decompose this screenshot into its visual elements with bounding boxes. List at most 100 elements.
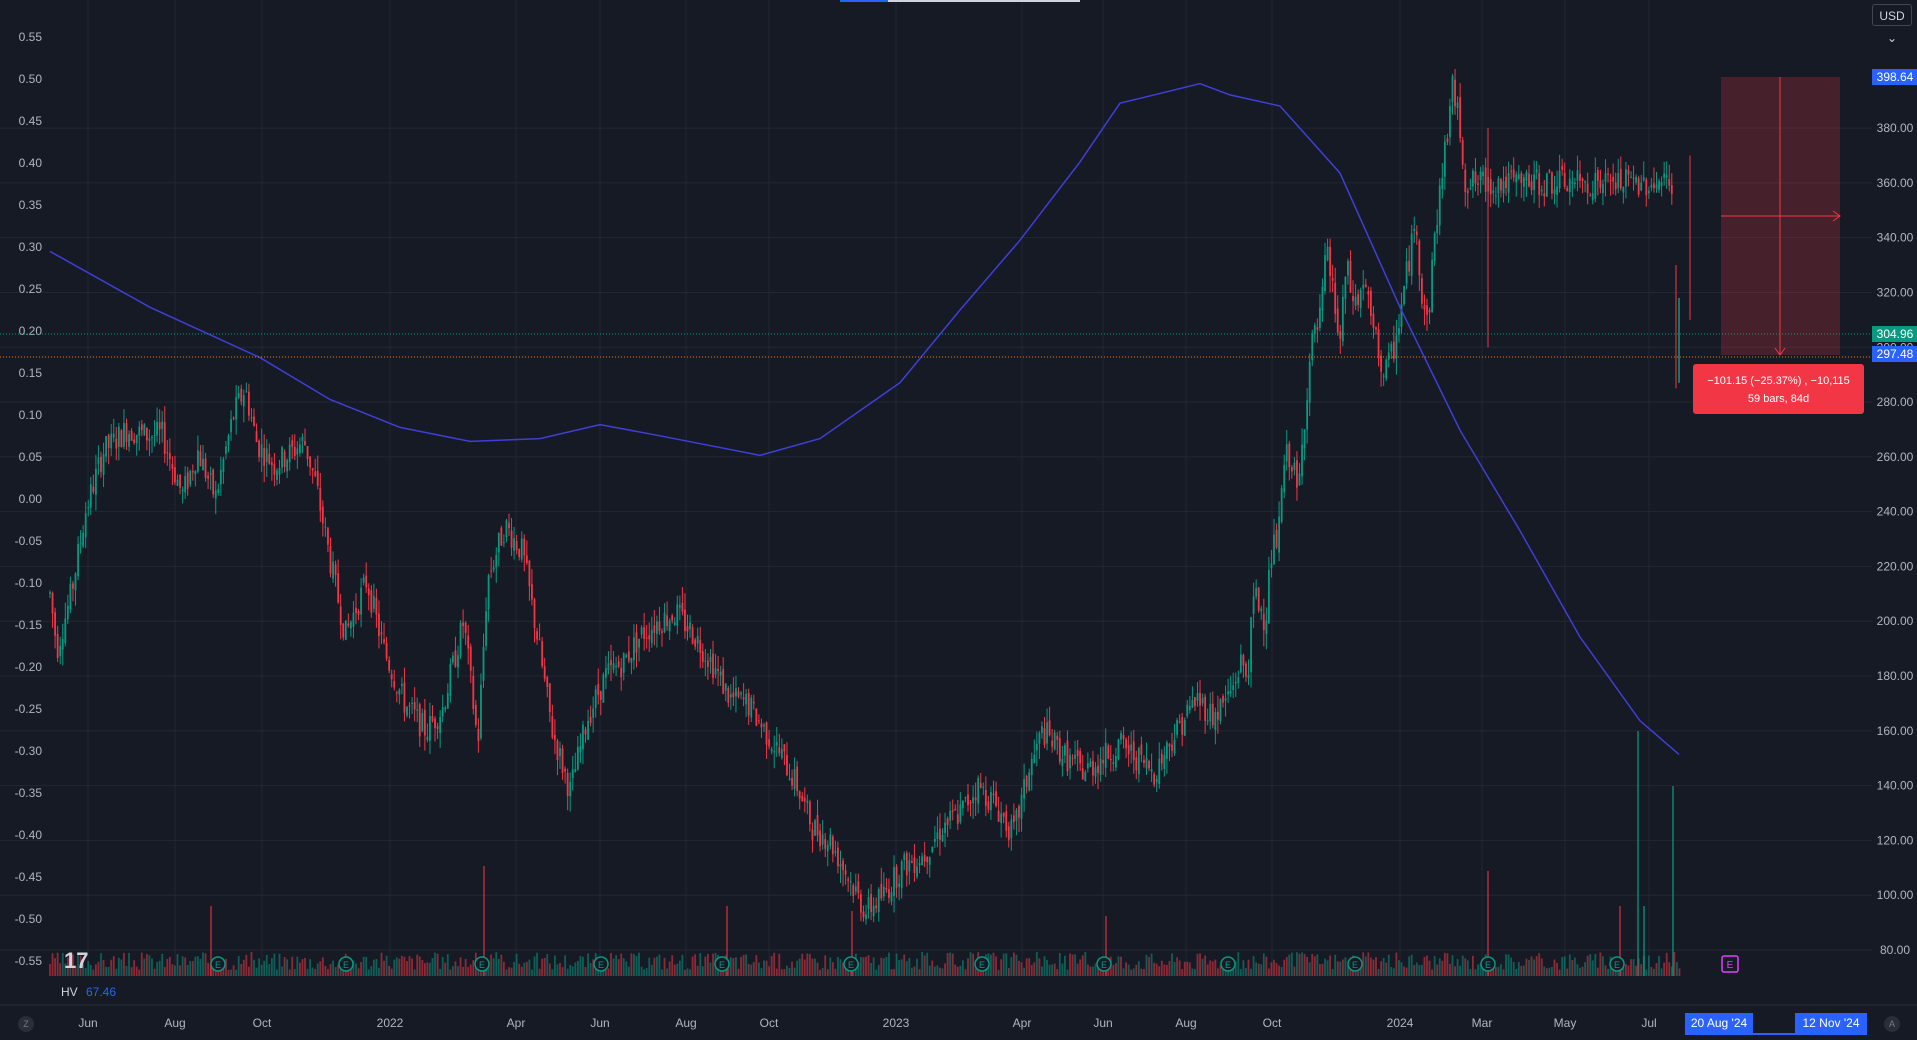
zoom-button[interactable]: Z bbox=[18, 1016, 34, 1032]
earnings-marker-icon: E bbox=[974, 956, 990, 972]
candle-body bbox=[724, 683, 727, 691]
candle-body bbox=[1035, 744, 1038, 751]
candle-body bbox=[1201, 697, 1204, 704]
candle-body bbox=[681, 602, 684, 612]
volume-bar bbox=[1043, 956, 1046, 976]
candle-body bbox=[1464, 169, 1467, 192]
volume-bar bbox=[673, 964, 676, 976]
svg-text:E: E bbox=[719, 960, 725, 970]
volume-bar bbox=[72, 954, 74, 976]
volume-bar bbox=[97, 961, 100, 976]
volume-bar bbox=[1094, 963, 1097, 976]
volume-bar bbox=[1400, 962, 1403, 976]
volume-bar bbox=[1581, 966, 1584, 976]
volume-bar bbox=[1548, 967, 1551, 976]
candle-body bbox=[1596, 170, 1599, 181]
candle-body bbox=[831, 836, 834, 855]
hv-tick-label: -0.40 bbox=[15, 828, 43, 842]
volume-bar bbox=[148, 955, 151, 976]
price-tick-label: 160.00 bbox=[1877, 724, 1914, 738]
candle-body bbox=[1530, 181, 1533, 191]
candle-body bbox=[446, 693, 449, 709]
volume-bar bbox=[587, 953, 589, 976]
volume-bar bbox=[1627, 965, 1630, 976]
candle-body bbox=[158, 422, 161, 430]
candle-body bbox=[775, 742, 778, 746]
candle-body bbox=[1117, 739, 1120, 759]
candle-body bbox=[1576, 170, 1579, 181]
candle-body bbox=[393, 681, 396, 688]
volume-bar bbox=[411, 958, 413, 976]
candle-body bbox=[1262, 613, 1265, 631]
volume-bar bbox=[123, 952, 125, 976]
volume-bar bbox=[1321, 963, 1324, 976]
hv-tick-label: -0.25 bbox=[15, 702, 43, 716]
candle-body bbox=[51, 592, 54, 614]
hv-tick-label: 0.40 bbox=[19, 156, 43, 170]
candle-body bbox=[1076, 750, 1079, 757]
candle-body bbox=[314, 471, 317, 476]
volume-bar bbox=[872, 957, 875, 976]
volume-bar bbox=[1048, 964, 1051, 976]
candle-body bbox=[829, 834, 832, 846]
currency-selector[interactable]: USD ⌄ bbox=[1872, 4, 1912, 45]
volume-bar bbox=[1591, 960, 1594, 976]
candle-body bbox=[673, 622, 676, 626]
volume-bar bbox=[61, 952, 64, 976]
candle-body bbox=[574, 769, 577, 773]
hv-indicator-name[interactable]: HV bbox=[61, 985, 78, 999]
candle-body bbox=[418, 704, 421, 737]
volume-bar bbox=[1364, 956, 1367, 976]
volume-bar bbox=[120, 959, 123, 976]
volume-bar bbox=[566, 968, 569, 976]
candle-body bbox=[691, 627, 694, 644]
candle-body bbox=[798, 791, 801, 799]
volume-bar bbox=[1247, 959, 1250, 976]
volume-bar bbox=[426, 962, 429, 976]
candle-body bbox=[1354, 296, 1357, 306]
candle-body bbox=[367, 588, 370, 596]
candle-body bbox=[1599, 180, 1602, 188]
volume-bar bbox=[495, 952, 498, 976]
candle-body bbox=[1285, 444, 1288, 462]
volume-bar bbox=[255, 967, 258, 976]
volume-bar bbox=[1433, 956, 1436, 976]
volume-bar bbox=[1127, 964, 1130, 976]
candle-body bbox=[434, 718, 436, 728]
volume-bar bbox=[1530, 956, 1533, 976]
volume-bar bbox=[324, 965, 327, 976]
candle-body bbox=[1296, 460, 1298, 488]
candle-body bbox=[375, 597, 378, 615]
candle-body bbox=[245, 391, 248, 393]
candle-body bbox=[301, 436, 304, 442]
price-tick-label: 340.00 bbox=[1877, 231, 1914, 245]
candle-body bbox=[696, 635, 699, 644]
candle-body bbox=[181, 490, 184, 492]
candle-body bbox=[1433, 233, 1436, 261]
candle-body bbox=[951, 810, 954, 812]
candle-body bbox=[946, 818, 949, 826]
volume-bar bbox=[1206, 964, 1209, 976]
candle-body bbox=[1494, 195, 1497, 197]
volume-bar bbox=[1482, 968, 1484, 976]
candle-body bbox=[1403, 285, 1405, 305]
volume-bar bbox=[357, 968, 360, 976]
candle-body bbox=[1227, 691, 1229, 695]
volume-bar bbox=[1459, 965, 1462, 976]
svg-text:E: E bbox=[1485, 960, 1491, 970]
volume-bar bbox=[342, 967, 345, 976]
volume-bar bbox=[556, 964, 559, 976]
volume-bar bbox=[1071, 954, 1074, 976]
time-tick-label: Mar bbox=[1472, 1016, 1493, 1030]
volume-bar bbox=[1428, 960, 1431, 976]
candle-body bbox=[1148, 760, 1150, 769]
auto-scale-button[interactable]: A bbox=[1884, 1016, 1900, 1032]
volume-bar bbox=[133, 960, 136, 976]
candle-body bbox=[117, 426, 120, 447]
volume-bar bbox=[541, 958, 544, 976]
volume-bar bbox=[100, 953, 102, 976]
volume-bar bbox=[184, 957, 187, 976]
volume-bar bbox=[691, 956, 694, 976]
candle-body bbox=[796, 766, 799, 792]
